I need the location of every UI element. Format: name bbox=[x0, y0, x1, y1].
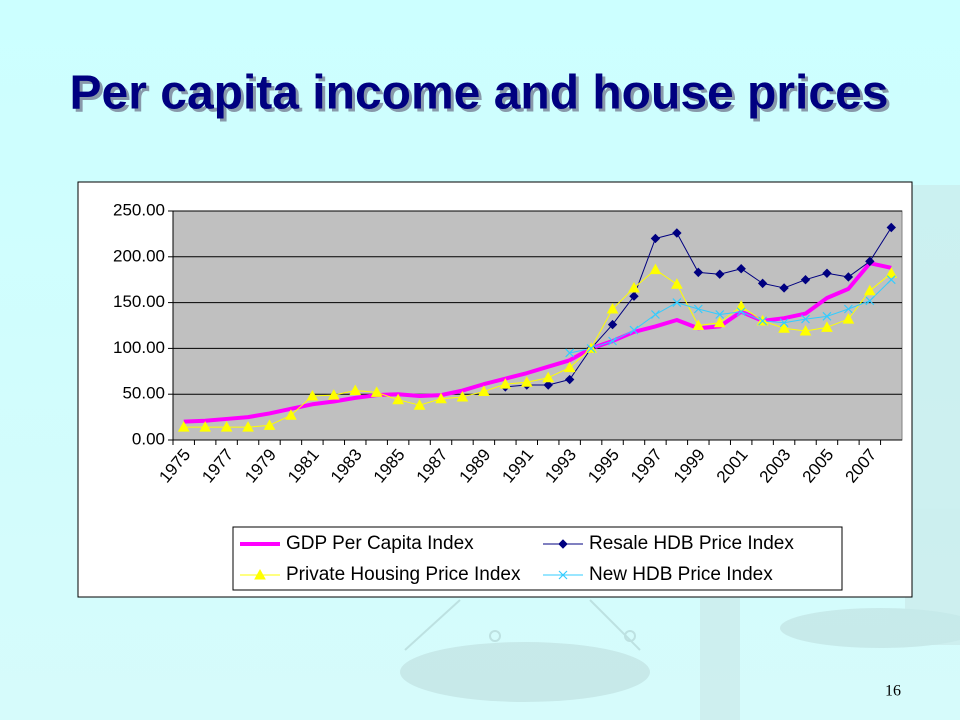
legend bbox=[232, 526, 843, 591]
marker-triangle bbox=[177, 421, 190, 432]
slide-title: Per capita income and house prices bbox=[70, 67, 889, 120]
marker-diamond bbox=[822, 268, 832, 278]
marker-x bbox=[693, 304, 703, 314]
marker-diamond bbox=[558, 539, 568, 549]
marker-x bbox=[558, 570, 568, 580]
marker-triangle bbox=[199, 421, 212, 432]
marker-triangle bbox=[628, 281, 640, 293]
marker-diamond bbox=[543, 380, 553, 390]
marker-triangle bbox=[392, 393, 404, 405]
series-line bbox=[183, 261, 892, 424]
marker-triangle bbox=[370, 386, 383, 397]
marker-diamond bbox=[715, 269, 725, 279]
marker-x bbox=[608, 336, 617, 346]
marker-triangle bbox=[735, 300, 748, 311]
marker-x bbox=[586, 343, 596, 353]
marker-x bbox=[758, 316, 768, 326]
marker-diamond bbox=[886, 222, 896, 233]
marker-diamond bbox=[736, 264, 746, 274]
marker-x bbox=[629, 325, 639, 335]
marker-x bbox=[886, 275, 896, 285]
legend-label: New HDB Price Index bbox=[589, 564, 773, 585]
marker-diamond bbox=[757, 278, 768, 289]
marker-x bbox=[801, 314, 810, 324]
marker-triangle bbox=[520, 376, 533, 387]
marker-triangle bbox=[778, 322, 790, 333]
marker-triangle bbox=[692, 319, 705, 330]
marker-triangle bbox=[671, 278, 683, 289]
marker-x bbox=[736, 307, 746, 317]
marker-triangle bbox=[478, 385, 490, 396]
series-markers bbox=[177, 222, 898, 432]
marker-triangle bbox=[220, 421, 233, 432]
marker-triangle bbox=[435, 392, 447, 404]
marker-x bbox=[865, 296, 875, 306]
legend-label: Resale HDB Price Index bbox=[589, 533, 794, 554]
marker-triangle bbox=[885, 267, 898, 278]
legend-label: GDP Per Capita Index bbox=[286, 533, 474, 554]
series-line bbox=[569, 279, 892, 354]
marker-diamond bbox=[672, 228, 682, 238]
marker-diamond bbox=[800, 274, 811, 285]
marker-triangle bbox=[499, 378, 512, 389]
marker-x bbox=[715, 310, 725, 319]
marker-triangle bbox=[413, 399, 426, 410]
title-shadow: Per capita income and house prices bbox=[73, 70, 892, 123]
marker-x bbox=[651, 310, 660, 319]
marker-triangle bbox=[349, 384, 362, 396]
marker-x bbox=[565, 348, 575, 358]
marker-x bbox=[779, 318, 789, 328]
page-number: 16 bbox=[885, 683, 901, 700]
y-tick-label: 200.00 bbox=[113, 246, 165, 265]
marker-diamond bbox=[843, 272, 854, 282]
y-tick-label: 150.00 bbox=[113, 292, 165, 311]
marker-triangle bbox=[263, 419, 276, 430]
marker-diamond bbox=[693, 267, 704, 278]
y-tick-label: 100.00 bbox=[113, 338, 165, 357]
marker-diamond bbox=[650, 233, 661, 244]
marker-triangle bbox=[285, 409, 297, 420]
marker-x bbox=[843, 304, 853, 314]
marker-triangle bbox=[799, 324, 812, 336]
series-line bbox=[183, 269, 892, 428]
marker-triangle bbox=[713, 316, 726, 328]
marker-triangle bbox=[542, 371, 555, 383]
marker-triangle bbox=[606, 302, 619, 314]
marker-triangle bbox=[863, 284, 876, 296]
marker-triangle bbox=[821, 321, 833, 332]
decoration bbox=[400, 185, 960, 720]
legend-label: Private Housing Price Index bbox=[286, 564, 521, 585]
marker-triangle bbox=[842, 313, 855, 324]
y-tick-label: 50.00 bbox=[122, 384, 165, 403]
plot-area bbox=[172, 210, 903, 441]
marker-diamond bbox=[629, 291, 639, 301]
marker-triangle bbox=[306, 390, 319, 401]
marker-x bbox=[672, 298, 682, 308]
marker-triangle bbox=[327, 389, 340, 400]
marker-triangle bbox=[242, 421, 254, 432]
y-tick-label: 250.00 bbox=[113, 200, 165, 219]
y-tick-label: 0.00 bbox=[132, 429, 165, 448]
marker-diamond bbox=[607, 319, 618, 330]
marker-diamond bbox=[865, 256, 875, 267]
marker-x bbox=[822, 311, 832, 321]
marker-triangle bbox=[254, 568, 266, 580]
marker-diamond bbox=[564, 374, 575, 385]
marker-triangle bbox=[649, 263, 662, 275]
marker-triangle bbox=[563, 361, 576, 373]
marker-triangle bbox=[456, 390, 469, 402]
marker-diamond bbox=[779, 283, 789, 293]
legend-entries: GDP Per Capita Index Resale HDB Price Ind… bbox=[240, 533, 794, 585]
